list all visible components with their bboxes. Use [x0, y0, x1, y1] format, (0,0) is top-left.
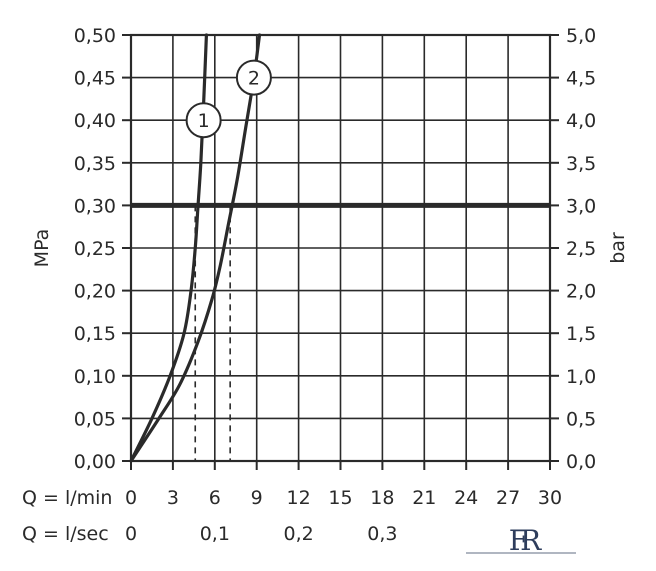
- right-axis-ticks: 0,0 0,5 1,0 1,5 2,0 2,5 3,0 3,5 4,0 4,5 5,0: [566, 25, 596, 473]
- right-tick-label-9: 4,5: [566, 68, 596, 90]
- x-tick-label-9: 27: [496, 487, 520, 509]
- x-tick-label-7: 21: [412, 487, 436, 509]
- curve-labels: 12: [185, 59, 272, 139]
- left-tick-label-10: 0,50: [74, 25, 116, 47]
- x-axis-secondary-row-label: Q = l/sec: [22, 523, 109, 545]
- x-axis-ticks: 0 3 6 9 12 15 18 21 24 27 30: [125, 487, 562, 509]
- right-tick-label-0: 0,0: [566, 451, 596, 473]
- x-tick-label-10: 30: [538, 487, 562, 509]
- right-tick-label-7: 3,5: [566, 153, 596, 175]
- right-tick-label-4: 2,0: [566, 281, 596, 303]
- left-tick-label-4: 0,20: [74, 281, 116, 303]
- left-tick-label-9: 0,45: [74, 68, 116, 90]
- x-tick-label-2: 6: [209, 487, 221, 509]
- brand-logo: FR: [466, 524, 576, 557]
- x-tick-label-3: 9: [251, 487, 263, 509]
- right-tick-label-5: 2,5: [566, 238, 596, 260]
- x-axis-row-label: Q = l/min: [22, 487, 112, 509]
- x-tick-label-4: 12: [287, 487, 311, 509]
- series-line-2: [129, 33, 262, 463]
- right-tick-label-10: 5,0: [566, 25, 596, 47]
- x2-tick-label-0: 0: [125, 523, 137, 545]
- left-tick-label-2: 0,10: [74, 366, 116, 388]
- right-tick-label-3: 1,5: [566, 323, 596, 345]
- x-tick-label-6: 18: [370, 487, 394, 509]
- left-tick-label-0: 0,00: [74, 451, 116, 473]
- x2-tick-label-3: 0,3: [367, 523, 397, 545]
- left-tick-label-8: 0,40: [74, 110, 116, 132]
- plot-frame: [122, 33, 559, 470]
- right-tick-label-1: 0,5: [566, 408, 596, 430]
- left-tick-label-7: 0,35: [74, 153, 116, 175]
- x-tick-label-5: 15: [328, 487, 352, 509]
- x-tick-label-0: 0: [125, 487, 137, 509]
- left-tick-label-1: 0,05: [74, 408, 116, 430]
- right-tick-label-6: 3,0: [566, 195, 596, 217]
- curve-label-1: 1: [198, 110, 210, 132]
- right-tick-label-8: 4,0: [566, 110, 596, 132]
- curve-label-2: 2: [248, 68, 260, 90]
- right-tick-label-2: 1,0: [566, 366, 596, 388]
- left-tick-label-6: 0,30: [74, 195, 116, 217]
- x2-tick-label-1: 0,1: [200, 523, 230, 545]
- x-tick-label-8: 24: [454, 487, 478, 509]
- brand-logo-text: FR: [509, 524, 542, 557]
- left-tick-label-5: 0,25: [74, 238, 116, 260]
- left-axis-label: MPa: [31, 229, 53, 268]
- curve-label-circle-2: [235, 59, 272, 96]
- curve-label-circle-1: [185, 102, 222, 139]
- left-axis-ticks: 0,00 0,05 0,10 0,15 0,20 0,25 0,30 0,35 0,40 0,45…: [74, 25, 116, 473]
- drop-lines: [194, 205, 231, 461]
- right-axis-label: bar: [607, 232, 629, 264]
- x-axis-secondary-ticks: 0 0,1 0,2 0,3: [125, 523, 398, 545]
- left-tick-label-3: 0,15: [74, 323, 116, 345]
- x2-tick-label-2: 0,2: [283, 523, 313, 545]
- x-tick-label-1: 3: [167, 487, 179, 509]
